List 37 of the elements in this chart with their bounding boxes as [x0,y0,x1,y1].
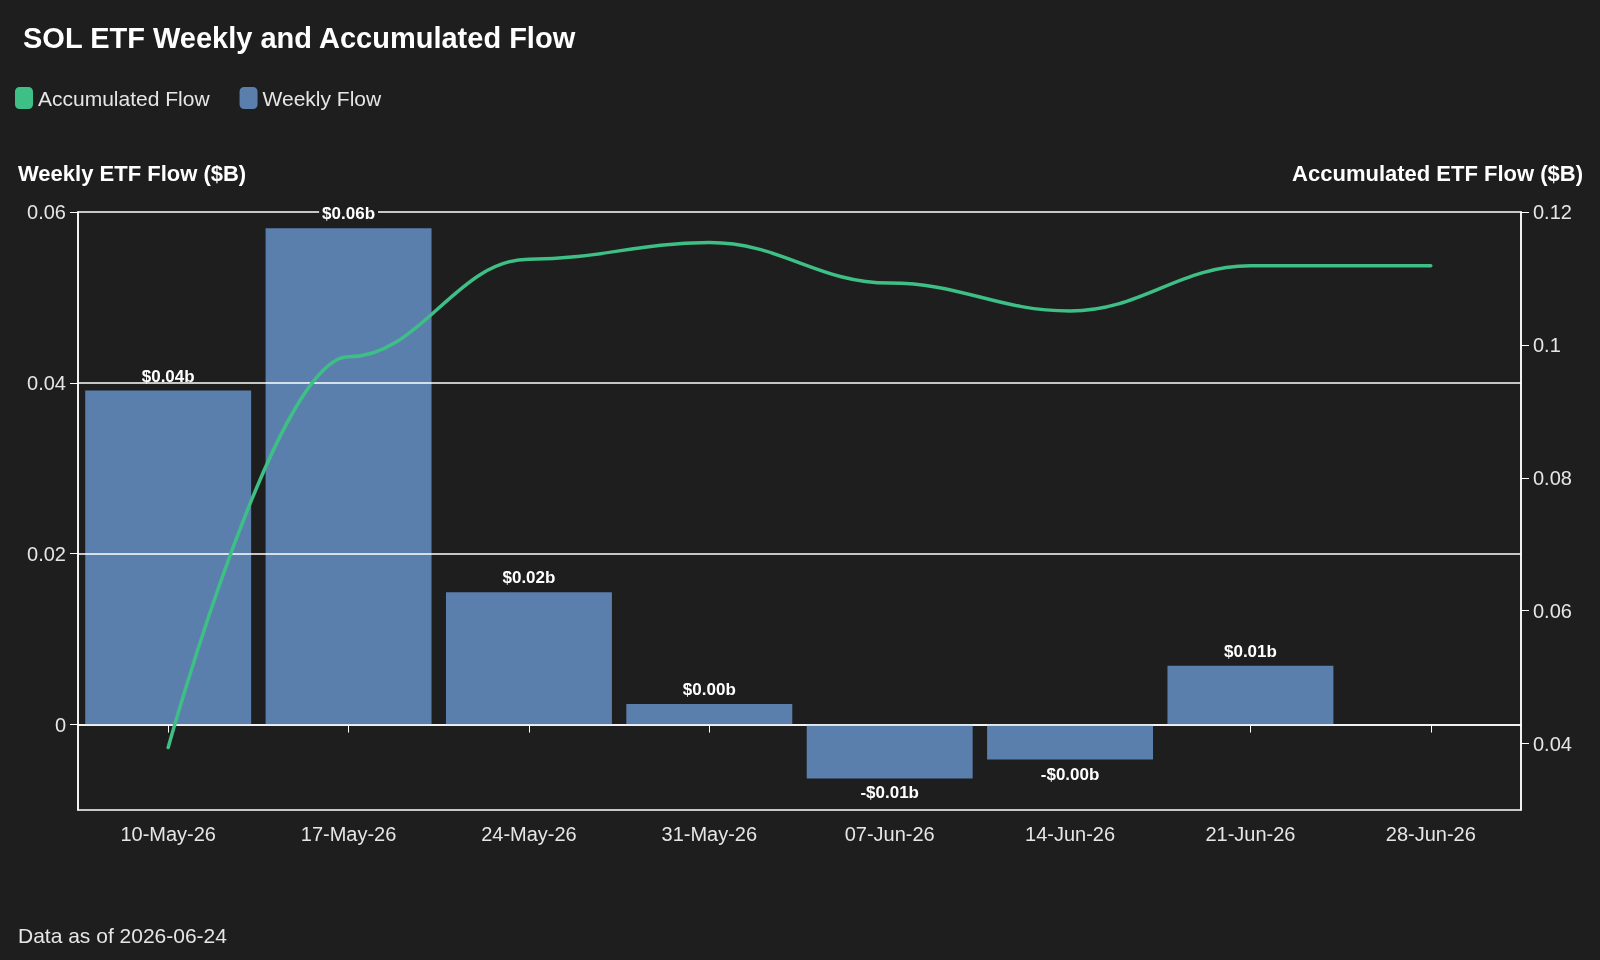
y-tick-label: 0 [54,713,66,736]
y2-tick-label: 0.1 [1533,333,1561,356]
legend-label: Accumulated Flow [38,86,211,110]
y-tick-label: 0.04 [27,371,66,394]
bar [987,724,1154,760]
legend-label: Weekly Flow [262,86,383,110]
bar [1167,665,1334,725]
x-tick-label: 17-May-26 [300,823,397,845]
bar [85,390,252,725]
y2-tick-label: 0.08 [1533,466,1572,489]
data-label: -$0.00b [1040,764,1100,784]
y2-tick-label: 0.04 [1533,732,1572,755]
x-tick-label: 07-Jun-26 [844,823,935,845]
x-tick-label: 14-Jun-26 [1025,823,1116,845]
text: Data as of 2026-06-24 [18,924,228,947]
x-tick-label: 21-Jun-26 [1205,823,1296,845]
data-label: $0.06b [322,204,376,224]
data-label: $0.02b [502,568,556,588]
bar [445,592,612,725]
chart-title: SOL ETF Weekly and Accumulated Flow [23,21,576,54]
y2-tick-label: 0.12 [1533,201,1572,223]
bar [265,228,432,725]
y-tick-label: 0.02 [27,542,66,565]
x-tick-label: 28-Jun-26 [1385,823,1476,845]
data-label: $0.01b [1223,641,1277,661]
data-label: $0.04b [141,366,195,386]
data-label: $0.00b [682,680,736,700]
y2-tick-label: 0.06 [1533,599,1572,622]
x-tick-label: 10-May-26 [120,823,216,845]
x-tick-label: 31-May-26 [661,823,758,845]
y-axis-title: Weekly ETF Flow ($B) [18,160,247,186]
x-tick-label: 24-May-26 [481,823,577,845]
y2-axis-title: Accumulated ETF Flow ($B) [1292,160,1583,186]
bar [626,704,793,725]
y-tick-label: 0.06 [27,201,66,223]
data-label: -$0.01b [860,783,919,803]
bar [806,724,973,779]
